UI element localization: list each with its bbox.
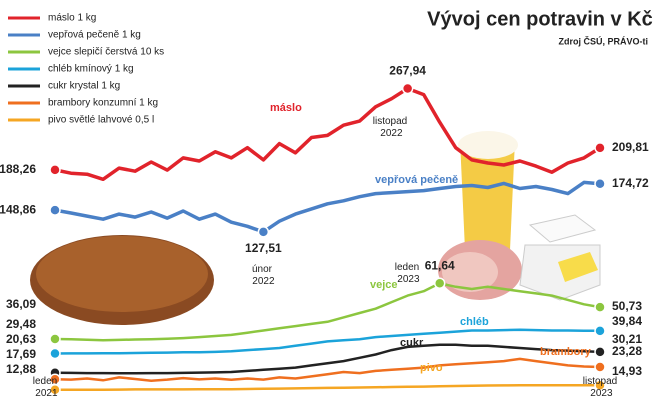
point-marker <box>49 204 61 216</box>
series-label: chléb <box>460 316 489 328</box>
point-marker <box>594 325 606 337</box>
value-label: 36,09 <box>6 297 36 311</box>
value-label: 30,21 <box>612 332 642 346</box>
butter-lid <box>528 214 597 243</box>
value-label: 61,64 <box>425 258 455 272</box>
beer-glass <box>460 140 515 250</box>
series-label: pivo <box>420 362 443 374</box>
value-label: 50,73 <box>612 299 642 313</box>
ham-slice <box>442 252 498 292</box>
series-line <box>54 282 601 342</box>
series-label: vepřová pečeně <box>375 174 458 186</box>
x-tick-label: leden 2023 <box>394 262 419 285</box>
series-label: máslo <box>270 102 302 114</box>
series-label: cukr <box>400 337 424 349</box>
beer-foam <box>458 131 518 159</box>
x-tick-label: leden 2021 <box>32 376 57 399</box>
point-marker <box>257 226 270 238</box>
point-marker <box>49 347 61 360</box>
butter <box>558 252 598 282</box>
legend-label: vejce slepičí čerstvá 10 ks <box>48 47 164 58</box>
value-label: 39,84 <box>612 314 642 328</box>
x-tick-label: listopad 2022 <box>373 116 407 139</box>
legend-label: pivo světlé lahvové 0,5 l <box>48 115 154 126</box>
point-marker <box>49 383 61 396</box>
value-label: 12,88 <box>6 362 36 376</box>
point-marker <box>594 346 606 358</box>
series-line <box>54 328 601 355</box>
point-marker <box>594 361 606 373</box>
point-marker <box>594 379 606 391</box>
value-label: 17,69 <box>6 347 36 361</box>
point-marker <box>594 142 606 154</box>
chart-title: Vývoj cen potravin v Kč <box>427 8 653 30</box>
value-label: 267,94 <box>389 64 426 78</box>
point-marker <box>401 82 414 95</box>
value-label: 127,51 <box>245 241 282 255</box>
series-label: brambory <box>540 346 592 358</box>
point-marker <box>49 333 61 345</box>
point-marker <box>49 164 61 176</box>
bread-top <box>36 236 208 312</box>
value-label: 14,93 <box>612 364 642 378</box>
series-line <box>54 180 601 234</box>
legend-label: chléb kmínový 1 kg <box>48 64 134 75</box>
legend-label: máslo 1 kg <box>48 13 96 24</box>
point-marker <box>594 301 606 313</box>
value-label: 209,81 <box>612 140 649 154</box>
legend-label: vepřová pečeně 1 kg <box>48 30 141 41</box>
value-label: 148,86 <box>0 202 36 216</box>
point-marker <box>433 277 446 290</box>
series-line <box>55 383 601 391</box>
legend-label: brambory konzumní 1 kg <box>48 98 158 109</box>
point-marker <box>594 177 606 190</box>
value-label: 188,26 <box>0 162 36 176</box>
series-line <box>54 357 601 382</box>
x-tick-label: únor 2022 <box>249 264 274 287</box>
value-label: 174,72 <box>612 176 649 190</box>
legend-label: cukr krystal 1 kg <box>48 81 120 92</box>
illustrations <box>30 131 601 325</box>
value-label: 29,48 <box>6 317 36 331</box>
value-label: 23,28 <box>612 344 642 358</box>
series-line <box>54 343 601 375</box>
chart-subtitle: Zdroj ČSÚ, PRÁVO-ti <box>559 35 649 46</box>
series-line <box>54 86 601 182</box>
series-label: vejce <box>370 279 398 291</box>
value-label: 20,63 <box>6 332 36 346</box>
x-tick-label: listopad 2023 <box>583 376 617 399</box>
